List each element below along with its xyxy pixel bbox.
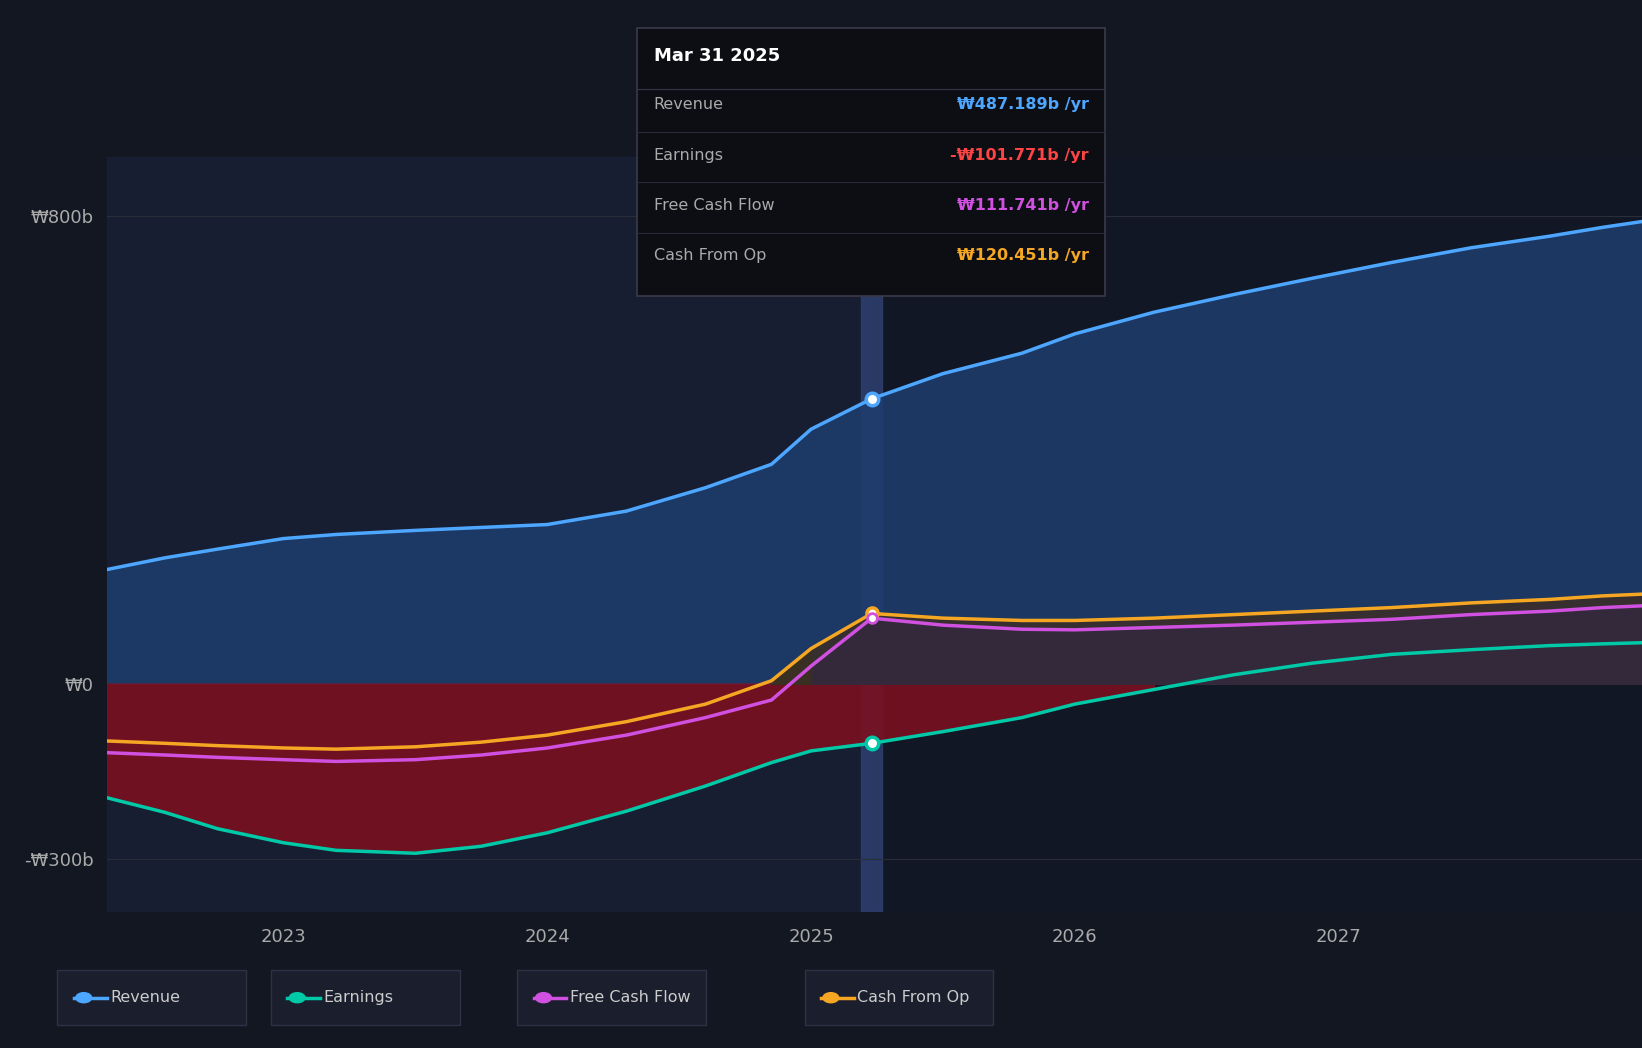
Bar <box>107 157 872 912</box>
Text: Free Cash Flow: Free Cash Flow <box>654 198 773 213</box>
Text: Earnings: Earnings <box>323 990 394 1005</box>
Text: Free Cash Flow: Free Cash Flow <box>570 990 690 1005</box>
Text: Past: Past <box>813 245 855 263</box>
Text: -₩101.771b /yr: -₩101.771b /yr <box>951 148 1089 162</box>
Bar <box>860 157 882 912</box>
Text: Revenue: Revenue <box>110 990 181 1005</box>
Text: Cash From Op: Cash From Op <box>654 248 765 263</box>
Bar <box>872 157 1642 912</box>
Text: Mar 31 2025: Mar 31 2025 <box>654 47 780 65</box>
Text: ₩487.189b /yr: ₩487.189b /yr <box>957 97 1089 112</box>
Text: Cash From Op: Cash From Op <box>857 990 969 1005</box>
Text: Analysts Forecasts: Analysts Forecasts <box>888 245 1056 263</box>
Text: ₩120.451b /yr: ₩120.451b /yr <box>957 248 1089 263</box>
Text: ₩111.741b /yr: ₩111.741b /yr <box>957 198 1089 213</box>
Text: Earnings: Earnings <box>654 148 724 162</box>
Text: Revenue: Revenue <box>654 97 724 112</box>
